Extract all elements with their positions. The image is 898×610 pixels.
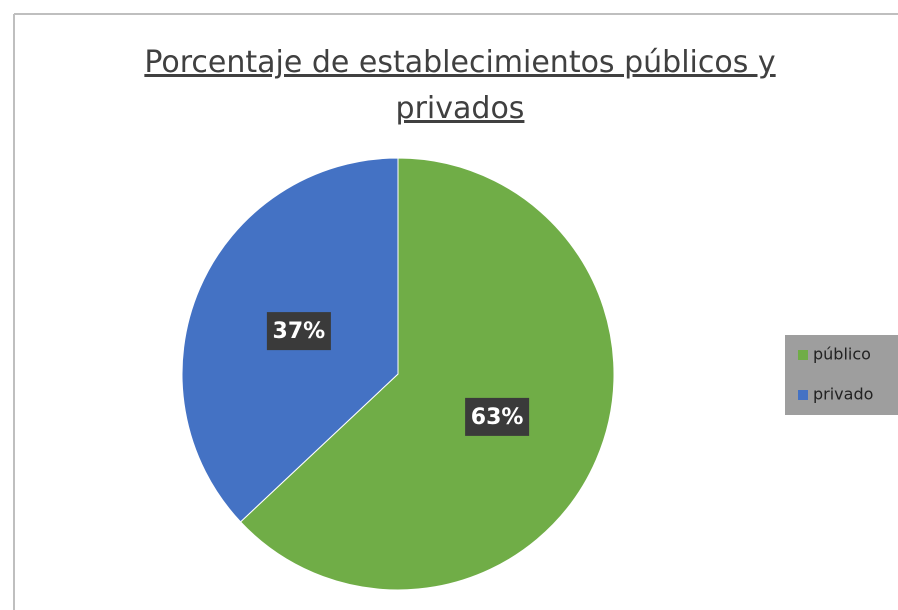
legend-box <box>785 335 898 415</box>
legend-swatch <box>798 350 808 360</box>
pie-slice <box>239 157 615 591</box>
legend-label: público <box>813 345 871 364</box>
data-label: 37% <box>273 319 326 344</box>
data-label-box <box>266 312 331 351</box>
data-label-box <box>465 397 530 436</box>
data-label: 63% <box>471 405 524 430</box>
legend-label: privado <box>813 385 873 404</box>
legend-swatch <box>798 390 808 400</box>
chart-title: Porcentaje de establecimientos públicos … <box>144 45 776 126</box>
